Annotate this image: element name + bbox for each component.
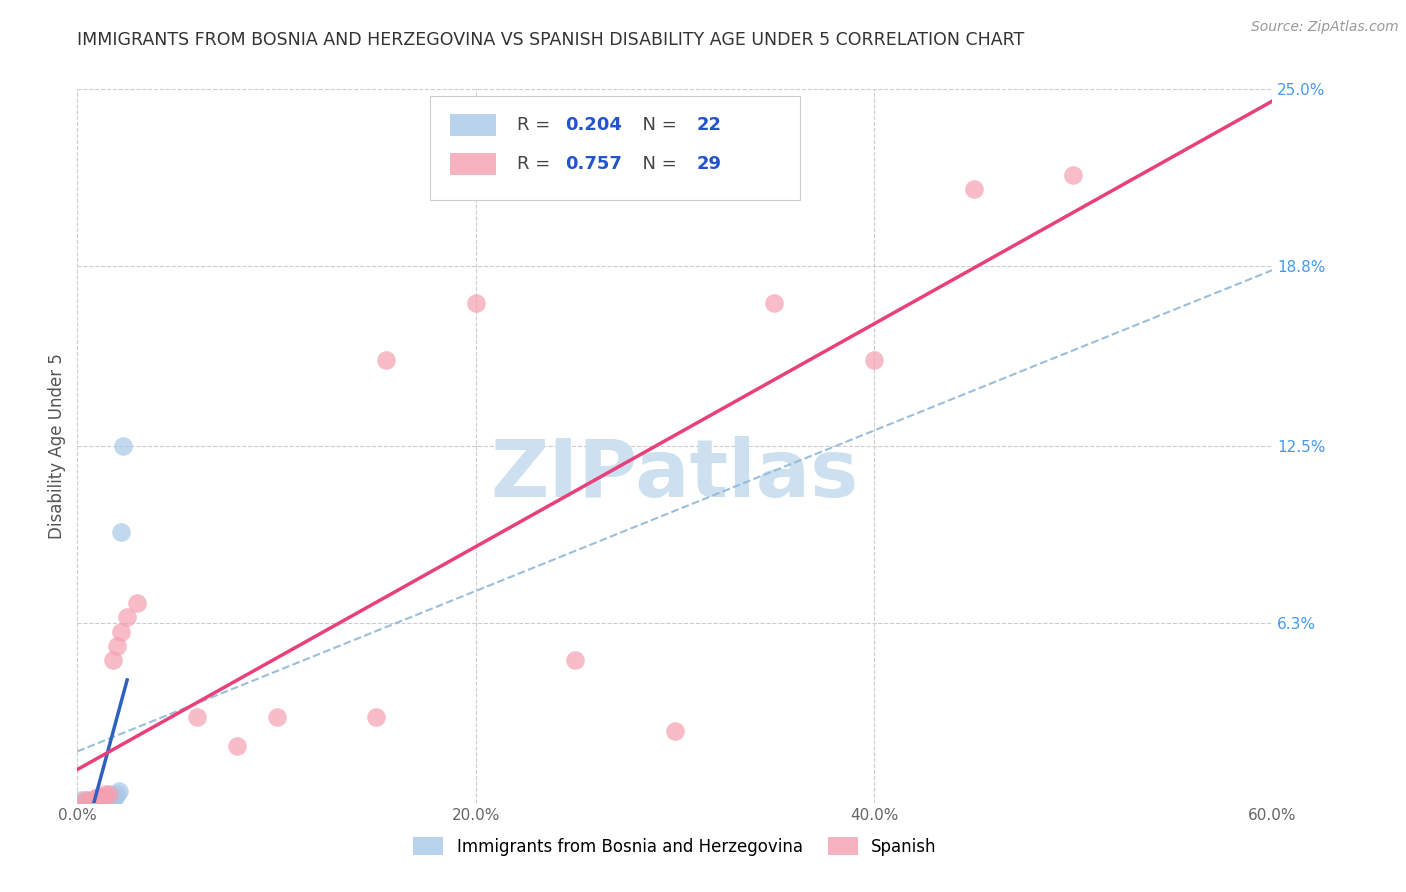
Point — [82, 796, 104, 810]
Point — [100, 793, 122, 807]
Point — [80, 793, 103, 807]
Point — [98, 787, 121, 801]
Point — [89, 796, 111, 810]
Text: ZIPatlas: ZIPatlas — [491, 435, 859, 514]
Point — [72, 796, 94, 810]
Text: 22: 22 — [696, 116, 721, 134]
Point — [225, 739, 247, 753]
Text: 29: 29 — [696, 155, 721, 173]
Text: R =: R = — [517, 116, 557, 134]
Point — [90, 790, 112, 805]
Point — [86, 790, 108, 805]
Point — [91, 793, 114, 807]
Point — [112, 439, 135, 453]
Point — [80, 796, 103, 810]
Text: 0.204: 0.204 — [565, 116, 621, 134]
Text: R =: R = — [517, 155, 557, 173]
Point — [127, 596, 149, 610]
Point — [94, 793, 117, 807]
Point — [963, 182, 986, 196]
Point — [863, 353, 886, 368]
Point — [464, 296, 486, 310]
Point — [266, 710, 288, 724]
Text: IMMIGRANTS FROM BOSNIA AND HERZEGOVINA VS SPANISH DISABILITY AGE UNDER 5 CORRELA: IMMIGRANTS FROM BOSNIA AND HERZEGOVINA V… — [77, 31, 1025, 49]
Point — [664, 724, 686, 739]
Point — [79, 796, 101, 810]
Point — [108, 784, 131, 798]
Point — [104, 790, 127, 805]
Y-axis label: Disability Age Under 5: Disability Age Under 5 — [48, 353, 66, 539]
Point — [91, 790, 114, 805]
FancyBboxPatch shape — [430, 96, 800, 200]
Text: N =: N = — [631, 155, 682, 173]
Point — [96, 793, 118, 807]
Text: N =: N = — [631, 116, 682, 134]
Point — [105, 639, 128, 653]
Point — [76, 796, 98, 810]
Point — [110, 624, 132, 639]
Point — [98, 793, 121, 807]
Legend: Immigrants from Bosnia and Herzegovina, Spanish: Immigrants from Bosnia and Herzegovina, … — [406, 830, 943, 863]
Point — [75, 796, 97, 810]
Point — [90, 796, 112, 810]
Point — [763, 296, 786, 310]
Point — [94, 787, 117, 801]
Point — [84, 796, 107, 810]
Text: 0.757: 0.757 — [565, 155, 621, 173]
Point — [84, 796, 107, 810]
Point — [82, 793, 104, 807]
Point — [564, 653, 586, 667]
Point — [103, 653, 124, 667]
Point — [366, 710, 388, 724]
Point — [103, 793, 124, 807]
Text: Source: ZipAtlas.com: Source: ZipAtlas.com — [1251, 20, 1399, 34]
Point — [115, 610, 138, 624]
Point — [186, 710, 208, 724]
Point — [110, 524, 132, 539]
Point — [70, 793, 93, 807]
Point — [375, 353, 398, 368]
Point — [89, 790, 111, 805]
Bar — [450, 153, 496, 175]
Point — [1062, 168, 1084, 182]
Point — [86, 793, 108, 807]
Bar — [450, 114, 496, 136]
Point — [105, 787, 128, 801]
Point — [79, 796, 101, 810]
Point — [75, 793, 97, 807]
Point — [76, 793, 98, 807]
